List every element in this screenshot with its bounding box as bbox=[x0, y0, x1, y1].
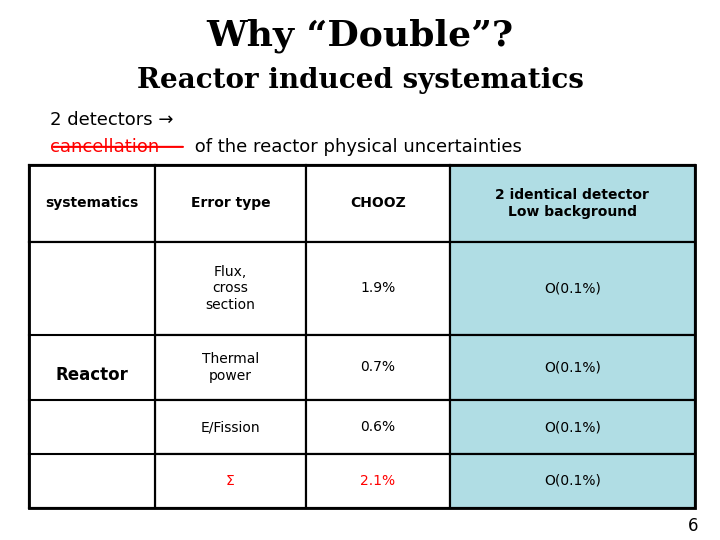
Text: cancellation: cancellation bbox=[50, 138, 160, 156]
Text: 2 detectors →: 2 detectors → bbox=[50, 111, 174, 129]
Text: Flux,
cross
section: Flux, cross section bbox=[205, 265, 256, 312]
Text: 0.7%: 0.7% bbox=[361, 361, 395, 374]
Text: Why “Double”?: Why “Double”? bbox=[207, 19, 513, 53]
Text: O(0.1%): O(0.1%) bbox=[544, 420, 600, 434]
Text: Reactor induced systematics: Reactor induced systematics bbox=[137, 68, 583, 94]
Text: 2 identical detector
Low background: 2 identical detector Low background bbox=[495, 188, 649, 219]
Text: 2.1%: 2.1% bbox=[361, 474, 395, 488]
Text: O(0.1%): O(0.1%) bbox=[544, 474, 600, 488]
Text: O(0.1%): O(0.1%) bbox=[544, 281, 600, 295]
Text: E/Fission: E/Fission bbox=[201, 420, 260, 434]
Text: 6: 6 bbox=[688, 517, 698, 535]
Text: 0.6%: 0.6% bbox=[361, 420, 395, 434]
Text: 1.9%: 1.9% bbox=[361, 281, 395, 295]
Text: of the reactor physical uncertainties: of the reactor physical uncertainties bbox=[189, 138, 521, 156]
Text: CHOOZ: CHOOZ bbox=[350, 197, 406, 211]
Text: systematics: systematics bbox=[45, 197, 138, 211]
Text: Reactor: Reactor bbox=[55, 366, 128, 384]
Text: Error type: Error type bbox=[191, 197, 270, 211]
Text: Σ: Σ bbox=[226, 474, 235, 488]
Text: Thermal
power: Thermal power bbox=[202, 353, 259, 382]
Text: O(0.1%): O(0.1%) bbox=[544, 361, 600, 374]
